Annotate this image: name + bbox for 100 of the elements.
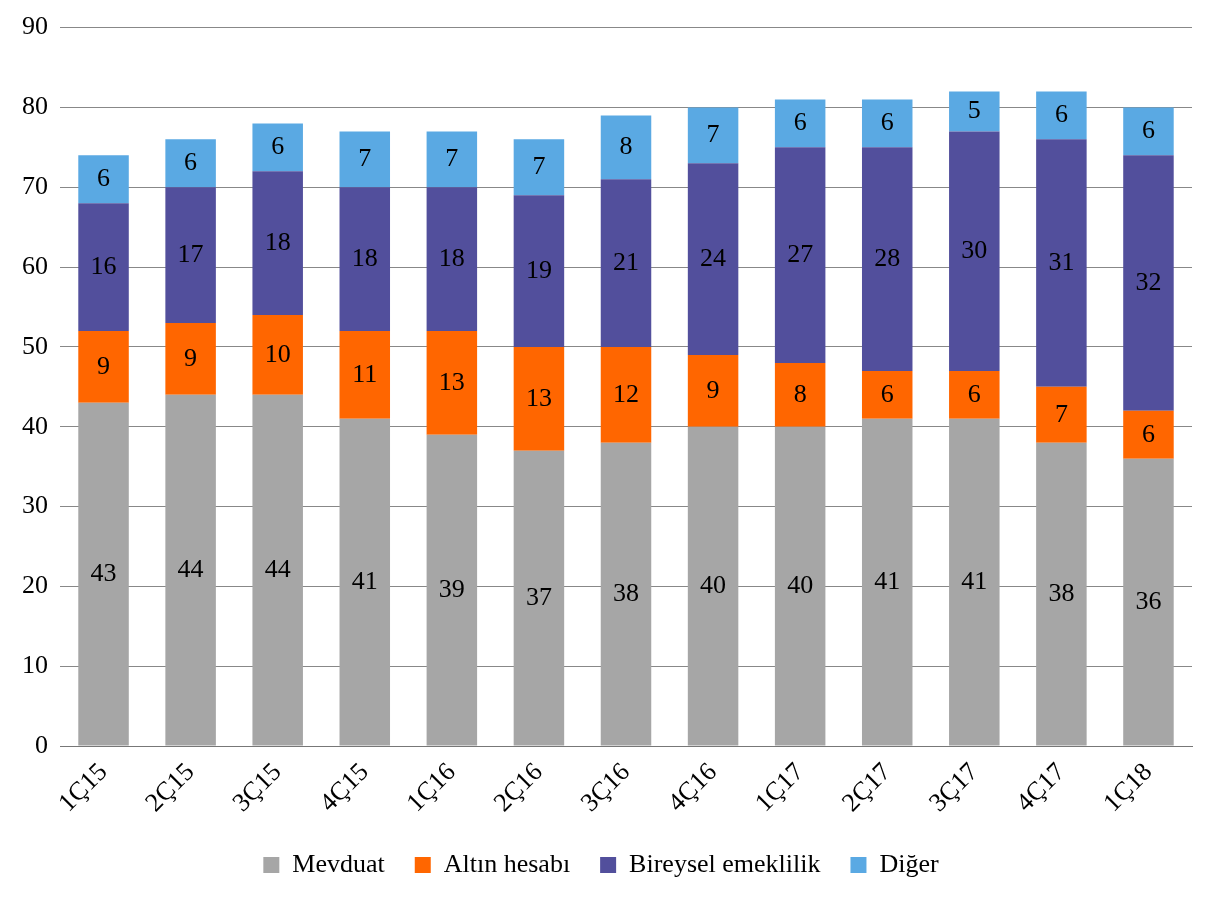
bar	[600, 115, 652, 180]
data-label: 8	[793, 378, 807, 408]
bar	[165, 187, 216, 323]
bar	[78, 155, 129, 204]
data-label: 6	[880, 378, 894, 408]
bar	[1123, 155, 1174, 411]
data-label: 7	[706, 119, 720, 149]
bar	[426, 131, 478, 188]
bar	[78, 203, 129, 331]
data-label: 9	[184, 342, 198, 372]
bar	[339, 187, 391, 331]
bar	[861, 99, 913, 148]
data-label: 6	[967, 378, 981, 408]
bar	[426, 330, 478, 435]
bar	[513, 346, 565, 451]
bar	[339, 330, 391, 419]
data-label: 39	[438, 574, 465, 603]
bar	[687, 426, 739, 746]
bar	[600, 346, 652, 443]
data-label: 6	[184, 147, 198, 177]
data-label: 10	[264, 338, 291, 368]
data-label: 38	[613, 577, 639, 607]
bar	[1123, 410, 1174, 459]
bar	[339, 131, 391, 188]
data-label: 7	[1054, 398, 1068, 428]
data-label: 16	[90, 250, 117, 280]
data-label: 40	[700, 570, 727, 600]
bar	[774, 426, 826, 746]
data-label: 6	[97, 163, 111, 193]
bar	[949, 131, 1000, 371]
bar	[426, 434, 478, 746]
bar	[513, 139, 565, 196]
data-label: 6	[880, 107, 894, 137]
legend-label: Mevduat	[292, 848, 386, 878]
data-label: 41	[874, 566, 901, 596]
bar	[861, 370, 913, 419]
data-label: 17	[177, 238, 204, 268]
data-label: 7	[445, 143, 459, 173]
data-label: 44	[264, 554, 291, 584]
y-tick-label: 80	[22, 91, 48, 121]
bar	[252, 315, 303, 395]
data-label: 38	[1048, 577, 1075, 607]
legend-label: Altın hesabı	[443, 848, 571, 878]
data-label: 13	[525, 382, 552, 412]
data-label: 6	[1141, 418, 1155, 448]
y-tick-label: 50	[22, 330, 48, 360]
bar	[78, 330, 129, 403]
y-tick-label: 10	[22, 650, 48, 680]
data-label: 9	[706, 374, 720, 404]
bar	[1036, 386, 1087, 443]
bar	[687, 163, 739, 355]
data-label: 27	[787, 238, 814, 268]
legend-label: Bireysel emeklilik	[629, 848, 821, 878]
data-label: 18	[351, 242, 378, 272]
data-label: 19	[525, 254, 552, 284]
bar	[687, 107, 739, 164]
bar	[339, 418, 391, 746]
y-tick-label: 40	[22, 410, 48, 440]
bar	[600, 442, 652, 746]
bar	[949, 370, 1000, 419]
data-label: 40	[787, 570, 814, 600]
data-label: 8	[619, 131, 633, 161]
y-tick-label: 20	[22, 570, 48, 600]
bar	[1036, 91, 1087, 140]
data-label: 11	[352, 358, 378, 388]
bar	[513, 450, 565, 746]
bar	[252, 394, 303, 746]
bar	[252, 123, 303, 172]
data-label: 36	[1135, 585, 1162, 615]
bar	[687, 354, 739, 427]
bar	[1123, 458, 1174, 746]
data-label: 43	[90, 558, 117, 588]
y-tick-label: 0	[35, 729, 48, 759]
bar	[165, 322, 216, 395]
bar	[861, 418, 913, 746]
data-label: 6	[1054, 99, 1068, 129]
data-label: 31	[1048, 246, 1075, 276]
data-label: 32	[1135, 266, 1162, 296]
data-label: 9	[97, 350, 111, 380]
data-label: 18	[438, 242, 465, 272]
bar	[774, 362, 826, 427]
data-label: 6	[271, 131, 285, 161]
data-label: 44	[177, 554, 204, 584]
bar	[949, 418, 1000, 746]
bar	[1036, 442, 1087, 746]
data-label: 21	[613, 246, 639, 276]
bar	[600, 179, 652, 347]
data-label: 13	[438, 366, 465, 396]
data-label: 6	[1141, 115, 1155, 145]
bar	[1036, 139, 1087, 387]
data-label: 41	[351, 566, 378, 596]
y-tick-label: 70	[22, 171, 48, 201]
bar	[1123, 107, 1174, 156]
data-label: 37	[525, 581, 552, 611]
bar	[165, 394, 216, 746]
data-label: 7	[532, 151, 546, 181]
bar	[774, 147, 826, 363]
data-label: 24	[700, 242, 727, 272]
legend-label: Diğer	[879, 848, 940, 878]
data-label: 6	[793, 107, 807, 137]
